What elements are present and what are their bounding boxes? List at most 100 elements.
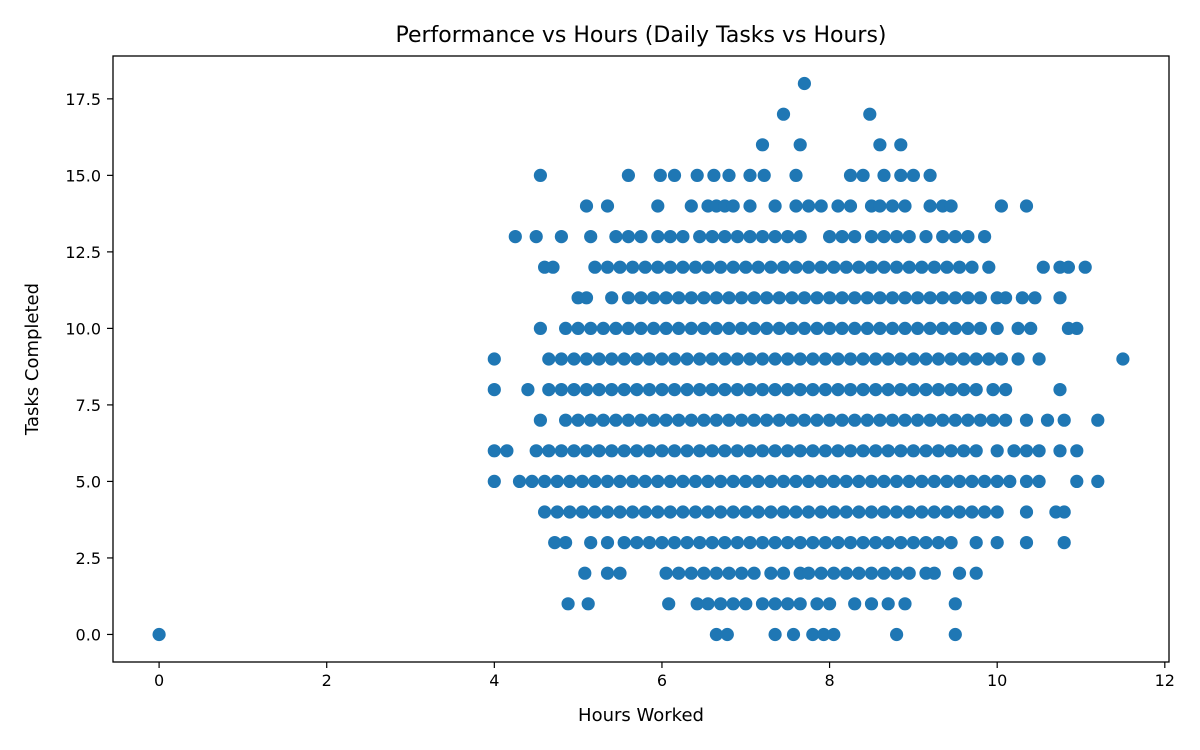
- data-point: [923, 199, 937, 213]
- data-point: [579, 352, 594, 366]
- data-point: [605, 291, 619, 305]
- y-tick-label: 10.0: [65, 319, 101, 338]
- data-point: [714, 474, 728, 488]
- data-point: [881, 444, 895, 458]
- data-point: [621, 168, 636, 182]
- data-point: [885, 321, 900, 335]
- data-point: [965, 474, 979, 488]
- data-point: [663, 230, 677, 244]
- data-point: [684, 291, 698, 305]
- data-point: [693, 444, 707, 458]
- data-point: [961, 291, 975, 305]
- data-point: [902, 505, 916, 519]
- data-point: [898, 597, 912, 611]
- data-point: [1078, 260, 1092, 274]
- data-point: [693, 352, 707, 366]
- data-point: [969, 352, 983, 366]
- data-point: [630, 383, 644, 397]
- data-point: [743, 199, 757, 213]
- data-point: [1024, 321, 1038, 335]
- data-point: [772, 321, 786, 335]
- data-point: [600, 260, 615, 274]
- data-point: [579, 291, 594, 305]
- data-point: [961, 321, 975, 335]
- data-point: [684, 199, 698, 213]
- data-point: [1070, 321, 1084, 335]
- data-point: [609, 321, 623, 335]
- data-point: [986, 383, 1000, 397]
- data-point: [705, 230, 719, 244]
- data-point: [755, 597, 770, 611]
- data-point: [630, 352, 644, 366]
- data-point: [726, 260, 740, 274]
- data-point: [701, 505, 715, 519]
- data-point: [902, 566, 916, 580]
- points-layer: [152, 76, 1130, 642]
- data-point: [621, 230, 636, 244]
- data-point: [990, 536, 1004, 550]
- data-point: [969, 566, 983, 580]
- data-point: [554, 444, 569, 458]
- data-point: [902, 260, 916, 274]
- data-point: [730, 230, 745, 244]
- data-point: [781, 383, 795, 397]
- data-point: [957, 444, 971, 458]
- data-point: [579, 199, 594, 213]
- data-point: [814, 199, 828, 213]
- data-point: [776, 505, 791, 519]
- data-point: [538, 505, 552, 519]
- data-point: [948, 321, 962, 335]
- data-point: [1091, 413, 1105, 427]
- data-point: [986, 413, 1000, 427]
- data-point: [919, 383, 933, 397]
- data-point: [911, 291, 925, 305]
- data-point: [755, 230, 770, 244]
- data-point: [651, 199, 665, 213]
- data-point: [776, 566, 791, 580]
- data-point: [662, 597, 676, 611]
- data-point: [730, 444, 745, 458]
- data-point: [638, 505, 652, 519]
- data-point: [823, 413, 837, 427]
- data-point: [919, 230, 933, 244]
- data-point: [885, 199, 900, 213]
- data-point: [894, 383, 908, 397]
- data-point: [1003, 474, 1017, 488]
- y-tick-label: 15.0: [65, 166, 101, 185]
- data-point: [659, 321, 673, 335]
- data-point: [755, 352, 770, 366]
- plot-frame: [112, 55, 1170, 663]
- data-point: [810, 321, 824, 335]
- data-point: [487, 474, 501, 488]
- data-point: [550, 474, 564, 488]
- data-point: [747, 291, 761, 305]
- data-point: [931, 444, 946, 458]
- data-point: [789, 505, 803, 519]
- data-point: [621, 291, 636, 305]
- data-point: [693, 383, 707, 397]
- data-point: [793, 230, 807, 244]
- data-point: [609, 230, 623, 244]
- data-point: [994, 352, 1009, 366]
- data-point: [617, 352, 631, 366]
- data-point: [944, 352, 958, 366]
- data-point: [764, 505, 778, 519]
- data-point: [768, 597, 782, 611]
- data-point: [655, 352, 669, 366]
- data-point: [760, 413, 774, 427]
- data-point: [1019, 536, 1034, 550]
- data-point: [1057, 536, 1071, 550]
- data-point: [906, 168, 921, 182]
- data-point: [600, 199, 615, 213]
- data-point: [860, 413, 874, 427]
- data-point: [559, 413, 573, 427]
- data-point: [684, 413, 698, 427]
- data-point: [789, 199, 803, 213]
- data-point: [768, 444, 782, 458]
- data-point: [554, 352, 569, 366]
- data-point: [152, 627, 166, 642]
- data-point: [911, 321, 925, 335]
- data-point: [864, 505, 879, 519]
- data-point: [856, 536, 870, 550]
- data-point: [579, 444, 594, 458]
